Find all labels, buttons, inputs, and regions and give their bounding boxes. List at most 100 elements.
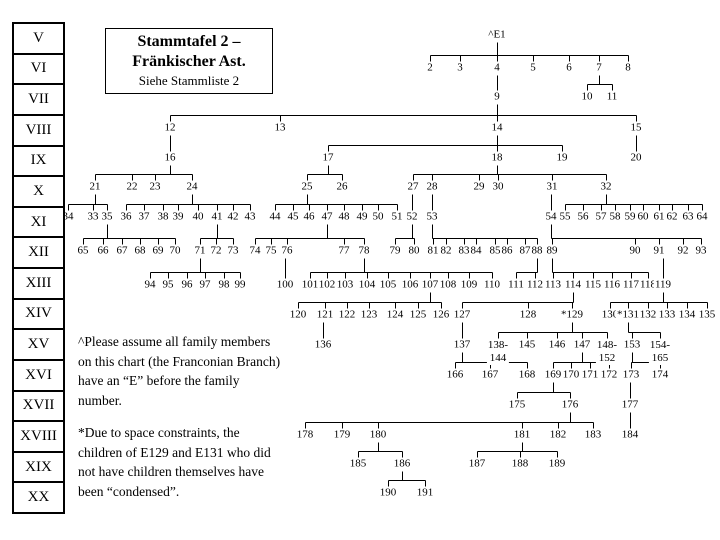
- tree-node-148-152-line2: 152: [598, 351, 616, 364]
- tree-node-129: *129: [560, 308, 584, 322]
- tree-node-15: 15: [629, 121, 643, 135]
- tree-node-42: 42: [226, 210, 240, 224]
- tree-node-62: 62: [665, 210, 679, 224]
- generation-cell-XVI: XVI: [14, 361, 63, 392]
- tree-node-137: 137: [452, 338, 472, 352]
- note-family-prefix: ^Please assume all family members on thi…: [78, 334, 281, 408]
- title-line-2: Fränkischer Ast.: [132, 53, 246, 70]
- tree-node-54: 54: [544, 210, 558, 224]
- tree-node-103: 103: [335, 278, 355, 292]
- tree-node-9: 9: [493, 90, 501, 104]
- tree-node-72: 72: [209, 244, 223, 258]
- tree-node-12: 12: [163, 121, 177, 135]
- tree-node-132: 132: [638, 308, 658, 322]
- tree-node-186: 186: [392, 457, 412, 471]
- tree-node-64: 64: [695, 210, 709, 224]
- tree-node-25: 25: [300, 180, 314, 194]
- tree-node-7: 7: [595, 61, 603, 75]
- tree-node-57: 57: [594, 210, 608, 224]
- tree-node-123: 123: [359, 308, 379, 322]
- tree-node-76: 76: [280, 244, 294, 258]
- tree-node-95: 95: [161, 278, 175, 292]
- tree-node-51: 51: [390, 210, 404, 224]
- tree-node-40: 40: [191, 210, 205, 224]
- tree-node-125: 125: [408, 308, 428, 322]
- title-line-1: Stammtafel 2 –: [137, 33, 241, 50]
- generation-cell-XI: XI: [14, 208, 63, 239]
- tree-node-85: 85: [488, 244, 502, 258]
- tree-node-81: 81: [426, 244, 440, 258]
- tree-node-1: ^E1: [487, 28, 507, 42]
- tree-node-172: 172: [599, 368, 619, 382]
- tree-node-175: 175: [507, 398, 527, 412]
- tree-node-124: 124: [385, 308, 405, 322]
- generation-cell-XIII: XIII: [14, 269, 63, 300]
- tree-node-190: 190: [378, 486, 398, 500]
- generation-cell-VII: VII: [14, 85, 63, 116]
- generation-cell-X: X: [14, 177, 63, 208]
- generation-cell-XIV: XIV: [14, 300, 63, 331]
- tree-node-108: 108: [438, 278, 458, 292]
- tree-node-49: 49: [355, 210, 369, 224]
- tree-node-136: 136: [313, 338, 333, 352]
- tree-node-26: 26: [335, 180, 349, 194]
- tree-node-100: 100: [275, 278, 295, 292]
- tree-node-31: 31: [545, 180, 559, 194]
- tree-node-74: 74: [248, 244, 262, 258]
- tree-node-173: 173: [621, 368, 641, 382]
- tree-node-122: 122: [337, 308, 357, 322]
- tree-node-2: 2: [426, 61, 434, 75]
- tree-node-3: 3: [456, 61, 464, 75]
- tree-node-16: 16: [163, 151, 177, 165]
- tree-node-41: 41: [210, 210, 224, 224]
- tree-node-115: 115: [583, 278, 603, 292]
- note-condensed: *Due to space constraints, the children …: [78, 425, 271, 499]
- tree-node-21: 21: [88, 180, 102, 194]
- tree-node-120: 120: [288, 308, 308, 322]
- tree-node-154-165-line2: 165: [651, 351, 669, 364]
- tree-node-138-144: 138- 144: [486, 338, 510, 365]
- tree-node-182: 182: [548, 428, 568, 442]
- tree-node-117: 117: [621, 278, 641, 292]
- tree-node-80: 80: [407, 244, 421, 258]
- tree-node-47: 47: [320, 210, 334, 224]
- tree-node-131: *131: [616, 308, 640, 322]
- generation-cell-XIX: XIX: [14, 453, 63, 484]
- tree-node-84: 84: [469, 244, 483, 258]
- tree-node-126: 126: [431, 308, 451, 322]
- tree-node-65: 65: [76, 244, 90, 258]
- tree-node-86: 86: [500, 244, 514, 258]
- tree-node-58: 58: [608, 210, 622, 224]
- tree-node-113: 113: [543, 278, 563, 292]
- tree-node-27: 27: [406, 180, 420, 194]
- tree-node-102: 102: [317, 278, 337, 292]
- tree-node-181: 181: [512, 428, 532, 442]
- tree-node-116: 116: [602, 278, 622, 292]
- generation-cell-IX: IX: [14, 147, 63, 178]
- tree-node-43: 43: [243, 210, 257, 224]
- tree-node-180: 180: [368, 428, 388, 442]
- tree-node-114: 114: [563, 278, 583, 292]
- tree-node-6: 6: [565, 61, 573, 75]
- tree-node-35: 35: [100, 210, 114, 224]
- tree-node-154-165: 154- 165: [648, 338, 672, 365]
- tree-node-71: 71: [193, 244, 207, 258]
- tree-node-4: 4: [493, 61, 501, 75]
- tree-node-53: 53: [425, 210, 439, 224]
- generation-cell-XVIII: XVIII: [14, 422, 63, 453]
- tree-node-110: 110: [482, 278, 502, 292]
- tree-node-133: 133: [657, 308, 677, 322]
- generation-cell-XX: XX: [27, 489, 50, 506]
- tree-node-189: 189: [547, 457, 567, 471]
- tree-node-20: 20: [629, 151, 643, 165]
- tree-node-82: 82: [439, 244, 453, 258]
- tree-node-91: 91: [652, 244, 666, 258]
- tree-node-87: 87: [518, 244, 532, 258]
- tree-node-135: 135: [697, 308, 717, 322]
- tree-node-52: 52: [405, 210, 419, 224]
- tree-node-45: 45: [286, 210, 300, 224]
- tree-node-75: 75: [264, 244, 278, 258]
- tree-node-188: 188: [510, 457, 530, 471]
- tree-node-22: 22: [125, 180, 139, 194]
